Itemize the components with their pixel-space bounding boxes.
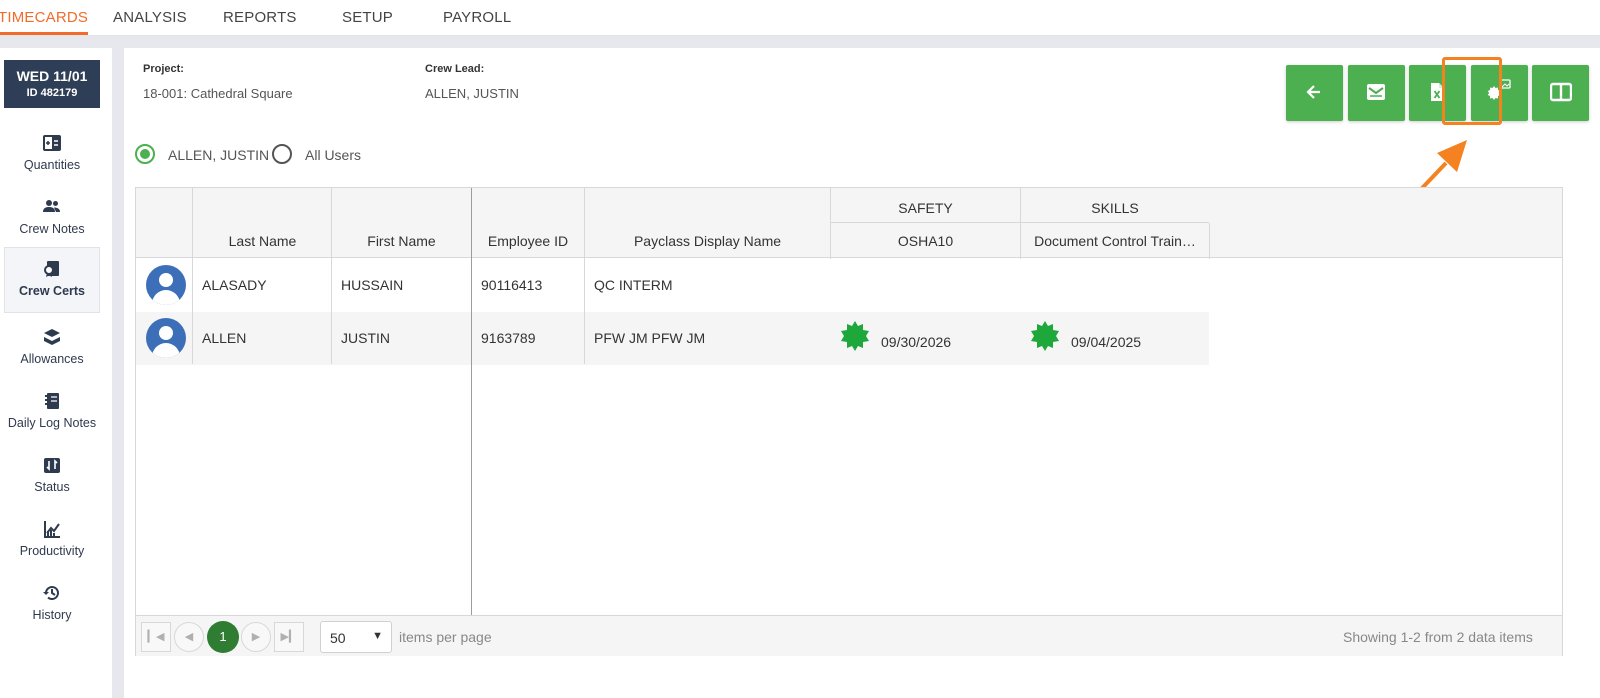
tab-timecards[interactable]: TIMECARDS	[0, 9, 89, 26]
sidebar-item-quantities[interactable]: Quantities	[4, 122, 100, 186]
group-safety: SAFETY	[898, 200, 953, 216]
tab-payroll[interactable]: PAYROLL	[443, 9, 512, 26]
cell-last-name: ALASADY	[202, 277, 267, 293]
cell-osha10-date: 09/30/2026	[881, 334, 952, 350]
cell-last-name: ALLEN	[202, 330, 247, 346]
sidebar-item-productivity[interactable]: Productivity	[4, 508, 100, 572]
cert-badge-icon[interactable]	[840, 321, 870, 351]
col-divider	[830, 188, 831, 259]
col-employee-id[interactable]: Employee ID	[487, 233, 569, 249]
radio-all-users[interactable]	[272, 144, 292, 164]
quantities-icon	[43, 135, 61, 151]
col-last-name[interactable]: Last Name	[228, 233, 297, 249]
main-panel: Project: 18-001: Cathedral Square Crew L…	[124, 48, 1600, 698]
page-size-select[interactable]: 50 ▼	[320, 621, 392, 653]
radio-crew-lead[interactable]	[135, 144, 155, 164]
notebook-icon	[45, 393, 59, 409]
col-divider	[192, 188, 193, 364]
cell-employee-id: 90116413	[481, 277, 543, 293]
col-divider	[1020, 188, 1021, 259]
avatar	[146, 318, 186, 358]
chart-icon	[44, 521, 60, 538]
cell-first-name: HUSSAIN	[341, 277, 404, 293]
sidebar-item-label: Crew Notes	[19, 222, 85, 236]
cell-employee-id: 9163789	[481, 330, 536, 346]
items-per-page-label: items per page	[399, 629, 492, 645]
radio-all-users-label: All Users	[305, 147, 362, 163]
sidebar-item-label: History	[32, 608, 72, 622]
col-payclass[interactable]: Payclass Display Name	[633, 233, 782, 249]
tab-reports[interactable]: REPORTS	[223, 9, 297, 26]
active-tab-indicator	[0, 32, 88, 35]
cert-icon	[44, 261, 59, 277]
sidebar-item-daily-log-notes[interactable]: Daily Log Notes	[4, 380, 100, 444]
timecard-date-badge: WED 11/01 ID 482179	[4, 60, 100, 108]
tab-setup[interactable]: SETUP	[342, 9, 394, 26]
project-label: Project:	[143, 63, 184, 75]
chevron-down-icon: ▼	[372, 630, 383, 642]
col-document-control[interactable]: Document Control Train…	[1034, 233, 1196, 249]
group-skills: SKILLS	[1091, 200, 1139, 216]
cell-payclass: PFW JM PFW JM	[594, 330, 706, 346]
cell-document-control-date: 09/04/2025	[1071, 334, 1142, 350]
project-value: 18-001: Cathedral Square	[143, 86, 293, 101]
grid-header: Last Name First Name Employee ID Payclas…	[136, 188, 1562, 258]
excel-export-button[interactable]	[1409, 65, 1466, 121]
sidebar-item-label: Daily Log Notes	[7, 416, 97, 430]
tab-analysis[interactable]: ANALYSIS	[113, 9, 187, 26]
sidebar-item-status[interactable]: Status	[4, 444, 100, 508]
col-first-name[interactable]: First Name	[367, 233, 436, 249]
sidebar-item-history[interactable]: History	[4, 572, 100, 636]
cell-payclass: QC INTERM	[594, 277, 673, 293]
sidebar-item-label: Quantities	[23, 158, 81, 172]
page-size-value: 50	[330, 630, 346, 646]
allowance-icon	[44, 329, 60, 345]
next-page-button[interactable]: ▶	[241, 622, 271, 652]
first-page-button[interactable]: ▎◀	[141, 622, 171, 652]
sidebar-item-allowances[interactable]: Allowances	[4, 316, 100, 380]
prev-page-button[interactable]: ◀	[174, 622, 204, 652]
crew-icon	[43, 200, 60, 212]
radio-crew-lead-label: ALLEN, JUSTIN	[168, 147, 270, 163]
frozen-column-divider	[471, 188, 472, 615]
last-page-button[interactable]: ▶▎	[274, 622, 304, 652]
sidebar-item-label: Status	[34, 480, 70, 494]
col-divider	[1209, 223, 1210, 259]
back-button[interactable]	[1286, 65, 1343, 121]
email-icon	[1367, 84, 1385, 100]
split-view-button[interactable]	[1532, 65, 1589, 121]
avatar	[146, 265, 186, 305]
sidebar-item-label: Allowances	[20, 352, 84, 366]
current-page-button[interactable]: 1	[207, 621, 239, 653]
pager: ▎◀ ◀ 1 ▶ ▶▎ 50 ▼ items per page Showing …	[136, 615, 1562, 656]
table-row[interactable]: ALLEN JUSTIN 9163789 PFW JM PFW JM 09/30…	[136, 312, 1209, 365]
col-divider	[584, 188, 585, 364]
pager-summary: Showing 1-2 from 2 data items	[1343, 629, 1533, 645]
sidebar-item-crew-notes[interactable]: Crew Notes	[4, 186, 100, 250]
top-nav: TIMECARDS ANALYSIS REPORTS SETUP PAYROLL	[0, 0, 1600, 36]
highlight-box	[1442, 57, 1502, 125]
split-view-icon	[1550, 82, 1572, 102]
sidebar-item-label: Crew Certs	[19, 284, 85, 298]
back-arrow-icon	[1306, 85, 1320, 99]
table-row[interactable]: ALASADY HUSSAIN 90116413 QC INTERM	[136, 259, 1209, 312]
sidebar-item-crew-certs[interactable]: Crew Certs	[4, 247, 100, 313]
cell-first-name: JUSTIN	[341, 330, 390, 346]
crew-lead-label: Crew Lead:	[425, 63, 485, 75]
sidebar-item-label: Productivity	[19, 544, 85, 558]
sidebar: WED 11/01 ID 482179 Quantities Crew Note…	[0, 48, 112, 698]
crew-certs-grid: Last Name First Name Employee ID Payclas…	[135, 187, 1563, 656]
col-divider	[331, 188, 332, 364]
status-icon	[44, 458, 60, 473]
timecard-date: WED 11/01	[16, 68, 88, 84]
col-osha10[interactable]: OSHA10	[897, 233, 954, 249]
history-icon	[43, 586, 59, 601]
crew-lead-value: ALLEN, JUSTIN	[425, 86, 519, 101]
email-button[interactable]	[1348, 65, 1405, 121]
cert-badge-icon[interactable]	[1030, 321, 1060, 351]
timecard-id: ID 482179	[26, 87, 78, 99]
